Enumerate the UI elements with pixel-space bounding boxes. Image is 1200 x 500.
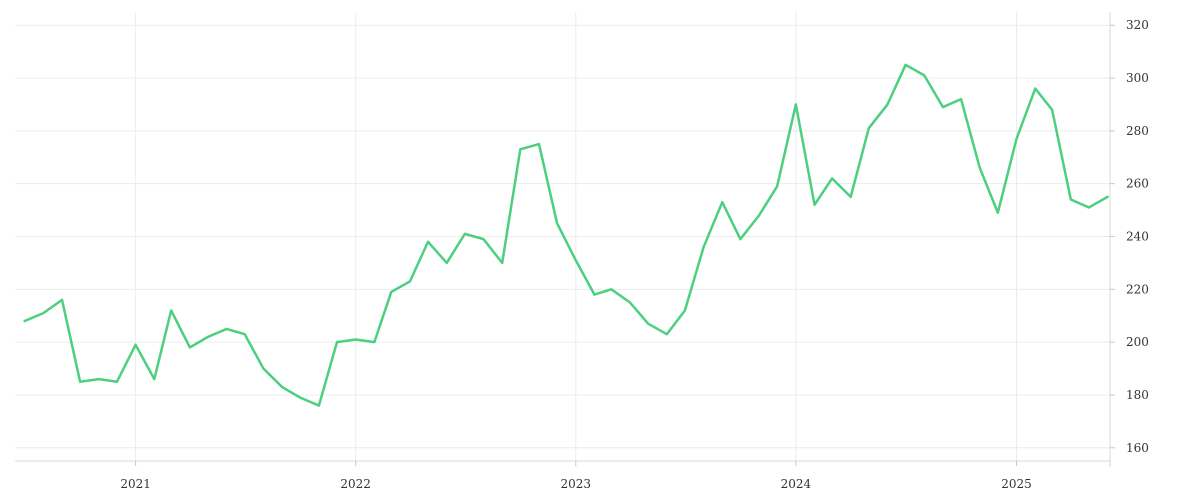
y-tick-label: 300 — [1126, 71, 1149, 85]
y-axis: 160 180 200 220 240 260 280 300 320 — [1109, 12, 1149, 467]
y-tick-label: 260 — [1126, 177, 1149, 191]
y-tick-label: 220 — [1126, 282, 1149, 296]
y-tick-label: 160 — [1126, 441, 1149, 455]
y-tick-label: 180 — [1126, 388, 1149, 402]
x-tick-label: 2023 — [560, 477, 591, 491]
x-tick-label: 2024 — [781, 477, 812, 491]
y-tick-label: 200 — [1126, 335, 1149, 349]
x-tick-label: 2025 — [1001, 477, 1032, 491]
series-group — [23, 63, 1109, 407]
x-tick-label: 2021 — [120, 477, 151, 491]
y-tick-label: 320 — [1126, 18, 1149, 32]
y-tick-label: 280 — [1126, 124, 1149, 138]
x-axis: 2021 2022 2023 2024 2025 — [15, 460, 1110, 491]
series-line-0 — [23, 63, 1109, 407]
y-tick-label: 240 — [1126, 230, 1149, 244]
x-tick-label: 2022 — [340, 477, 371, 491]
